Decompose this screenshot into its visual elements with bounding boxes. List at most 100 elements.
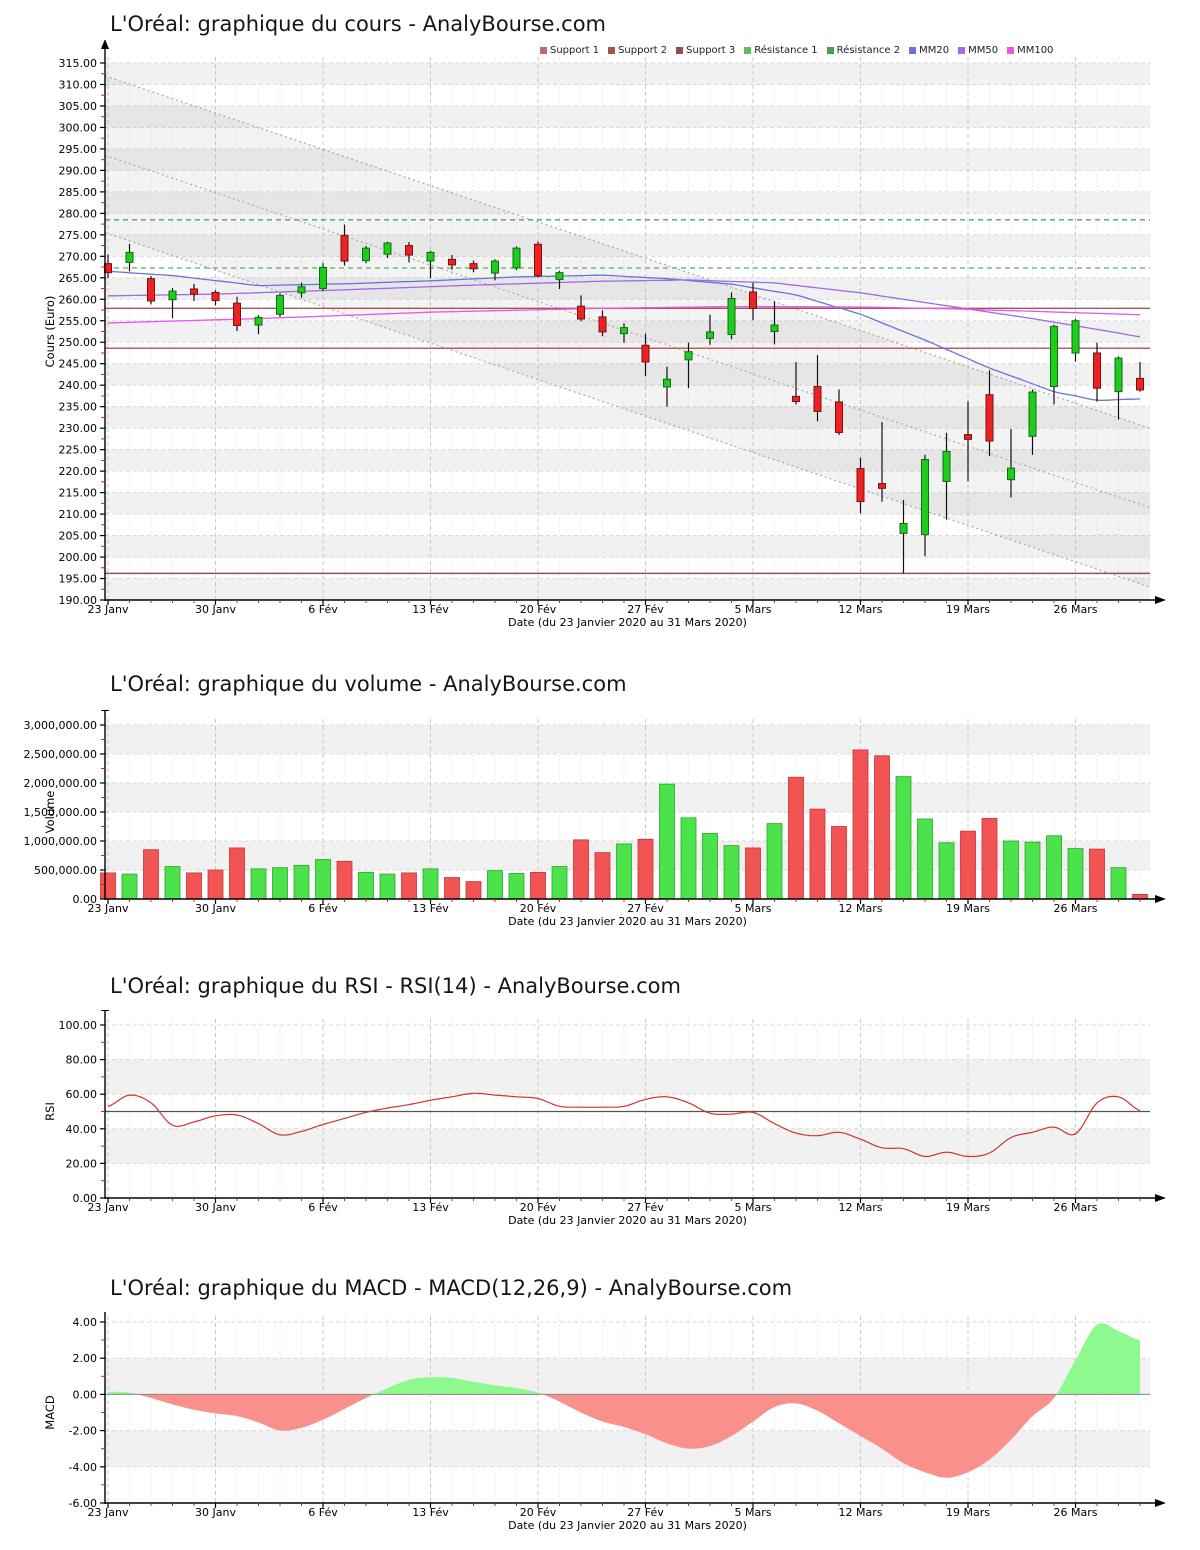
svg-text:3,000,000.00: 3,000,000.00	[24, 719, 97, 732]
svg-text:19 Mars: 19 Mars	[946, 1506, 990, 1519]
legend-swatch	[608, 47, 616, 54]
svg-text:Date (du 23 Janvier 2020 au 31: Date (du 23 Janvier 2020 au 31 Mars 2020…	[508, 616, 747, 629]
svg-text:23 Janv: 23 Janv	[88, 1201, 129, 1214]
legend-swatch	[744, 47, 752, 54]
svg-text:2,000,000.00: 2,000,000.00	[24, 777, 97, 790]
ma-line-MM20	[107, 270, 1141, 402]
svg-text:19 Mars: 19 Mars	[946, 603, 990, 616]
legend-label: Support 1	[550, 45, 600, 56]
svg-text:13 Fév: 13 Fév	[412, 902, 449, 915]
legend-swatch	[958, 47, 966, 54]
legend-item: MM50	[958, 45, 998, 56]
volume-chart-canvas: 0.00 500,000.00 1,000,000.00 1,500,000.00 2,…	[24, 710, 1166, 928]
svg-text:23 Janv: 23 Janv	[88, 603, 129, 616]
svg-text:0.00: 0.00	[73, 893, 98, 906]
svg-text:5 Mars: 5 Mars	[735, 603, 772, 616]
svg-text:0.00: 0.00	[73, 1192, 98, 1205]
svg-text:60.00: 60.00	[66, 1088, 98, 1101]
axes: -6.00 -4.00 -2.00 0.00 2.00 4.00 23 Janv 30 Jan…	[43, 1312, 1166, 1532]
svg-text:20 Fév: 20 Fév	[520, 603, 557, 616]
legend-label: MM20	[919, 45, 950, 56]
svg-text:5 Mars: 5 Mars	[735, 1201, 772, 1214]
svg-text:240.00: 240.00	[59, 379, 98, 392]
rsi-chart-canvas: 0.00 20.00 40.00 60.00 80.00 100.00 23 Janv 30 …	[43, 1010, 1166, 1227]
svg-text:30 Janv: 30 Janv	[195, 902, 236, 915]
svg-text:27 Fév: 27 Fév	[627, 1506, 664, 1519]
svg-text:230.00: 230.00	[59, 422, 98, 435]
svg-text:265.00: 265.00	[59, 272, 98, 285]
svg-text:225.00: 225.00	[59, 444, 98, 457]
legend-item: Résistance 2	[826, 45, 900, 56]
svg-text:20 Fév: 20 Fév	[520, 902, 557, 915]
price-chart-legend: Support 1 Support 2 Support 3 Résistance 1 R…	[540, 45, 1053, 56]
svg-text:RSI: RSI	[43, 1102, 57, 1121]
svg-text:13 Fév: 13 Fév	[412, 603, 449, 616]
legend-swatch	[676, 47, 684, 54]
svg-text:6 Fév: 6 Fév	[308, 603, 338, 616]
legend-item: Résistance 1	[744, 45, 818, 56]
svg-text:215.00: 215.00	[59, 487, 98, 500]
svg-text:13 Fév: 13 Fév	[412, 1506, 449, 1519]
rsi-chart-title: L'Oréal: graphique du RSI - RSI(14) - An…	[110, 974, 681, 998]
svg-text:23 Janv: 23 Janv	[88, 902, 129, 915]
svg-text:26 Mars: 26 Mars	[1054, 1201, 1098, 1214]
svg-text:26 Mars: 26 Mars	[1054, 603, 1098, 616]
legend-label: Résistance 1	[754, 45, 818, 56]
axes: 0.00 500,000.00 1,000,000.00 1,500,000.00 2,…	[24, 710, 1166, 928]
legend-item: MM100	[1007, 45, 1053, 56]
svg-text:235.00: 235.00	[59, 401, 98, 414]
svg-text:12 Mars: 12 Mars	[839, 603, 883, 616]
svg-text:1,000,000.00: 1,000,000.00	[24, 835, 97, 848]
svg-text:20.00: 20.00	[66, 1157, 98, 1170]
svg-text:245.00: 245.00	[59, 358, 98, 371]
legend-item: Support 3	[676, 45, 735, 56]
svg-text:27 Fév: 27 Fév	[627, 603, 664, 616]
axes: 190.00 195.00 200.00 205.00 210.00 215.00 220.…	[43, 40, 1166, 629]
legend-swatch	[826, 47, 834, 54]
legend-item: MM20	[909, 45, 949, 56]
vertical-gridlines	[107, 57, 1141, 600]
svg-text:300.00: 300.00	[59, 121, 98, 134]
legend-label: Support 2	[618, 45, 668, 56]
svg-text:4.00: 4.00	[73, 1316, 98, 1329]
svg-text:195.00: 195.00	[59, 573, 98, 586]
svg-text:1,500,000.00: 1,500,000.00	[24, 806, 97, 819]
price-chart-title: L'Oréal: graphique du cours - AnalyBours…	[110, 12, 607, 36]
legend-swatch	[1007, 47, 1015, 54]
svg-text:30 Janv: 30 Janv	[195, 603, 236, 616]
svg-text:30 Janv: 30 Janv	[195, 1506, 236, 1519]
svg-text:280.00: 280.00	[59, 207, 98, 220]
legend-label: MM100	[1017, 45, 1054, 56]
rsi-line	[107, 1092, 1141, 1158]
legend-item: Support 1	[540, 45, 599, 56]
svg-text:20 Fév: 20 Fév	[520, 1506, 557, 1519]
svg-text:250.00: 250.00	[59, 336, 98, 349]
svg-text:5 Mars: 5 Mars	[735, 902, 772, 915]
svg-text:26 Mars: 26 Mars	[1054, 902, 1098, 915]
vertical-gridlines	[107, 1019, 1141, 1198]
volume-chart-title: L'Oréal: graphique du volume - AnalyBour…	[110, 672, 627, 696]
macd-negative-area	[108, 1394, 1140, 1478]
svg-text:12 Mars: 12 Mars	[839, 1506, 883, 1519]
svg-text:295.00: 295.00	[59, 143, 98, 156]
legend-item: Support 2	[608, 45, 667, 56]
svg-text:6 Fév: 6 Fév	[308, 1201, 338, 1214]
svg-text:190.00: 190.00	[59, 594, 98, 607]
macd-chart-canvas: -6.00 -4.00 -2.00 0.00 2.00 4.00 23 Janv 30 Jan…	[43, 1312, 1166, 1532]
svg-text:12 Mars: 12 Mars	[839, 902, 883, 915]
svg-text:205.00: 205.00	[59, 530, 98, 543]
svg-text:Date (du 23 Janvier 2020 au 31: Date (du 23 Janvier 2020 au 31 Mars 2020…	[508, 1519, 747, 1532]
svg-text:MACD: MACD	[43, 1395, 57, 1430]
svg-text:80.00: 80.00	[66, 1054, 98, 1067]
svg-text:0.00: 0.00	[73, 1388, 98, 1401]
svg-text:-2.00: -2.00	[69, 1425, 97, 1438]
price-chart-canvas: 190.00 195.00 200.00 205.00 210.00 215.00 220.…	[43, 40, 1166, 629]
svg-text:Date (du 23 Janvier 2020 au 31: Date (du 23 Janvier 2020 au 31 Mars 2020…	[508, 1214, 747, 1227]
ma-line-MM100	[107, 305, 1141, 324]
legend-swatch	[909, 47, 917, 54]
svg-text:100.00: 100.00	[59, 1019, 98, 1032]
svg-text:26 Mars: 26 Mars	[1054, 1506, 1098, 1519]
svg-text:-4.00: -4.00	[69, 1461, 97, 1474]
svg-text:310.00: 310.00	[59, 78, 98, 91]
